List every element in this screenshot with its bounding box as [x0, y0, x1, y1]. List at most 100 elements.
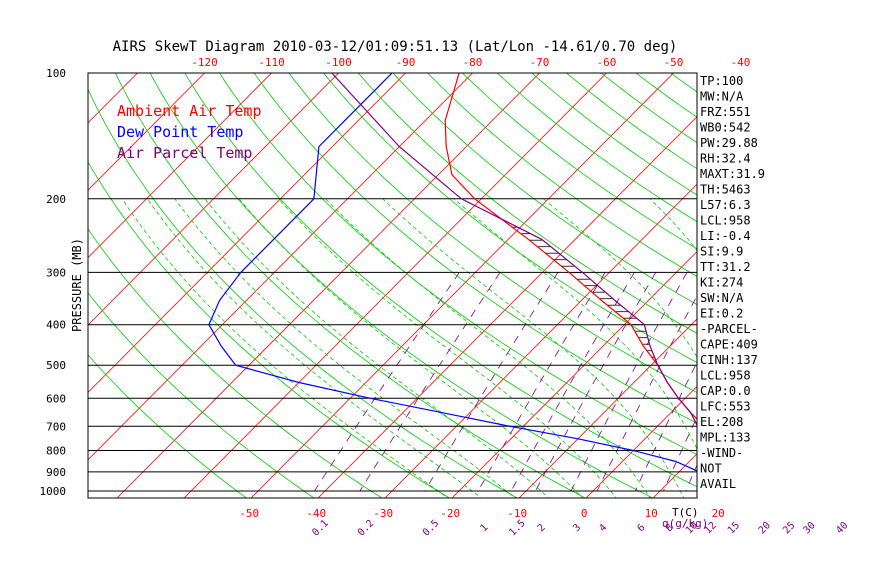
moist-adiabat-line	[838, 199, 852, 500]
top-temp-tick-label: -100	[325, 56, 352, 69]
index-line: CAPE:409	[700, 338, 758, 352]
isotherm-line	[0, 54, 290, 500]
index-line: TH:5463	[700, 183, 751, 197]
isotherm-line	[182, 54, 625, 500]
index-line: L57:6.3	[700, 198, 751, 212]
index-line: LCL:958	[700, 369, 751, 383]
y-axis-label: PRESSURE (MB)	[70, 238, 84, 332]
legend-entry: Ambient Air Temp	[117, 102, 262, 120]
bottom-temp-tick-label: -20	[440, 507, 460, 520]
index-line: FRZ:551	[700, 105, 751, 119]
pressure-tick-label: 700	[46, 420, 66, 433]
index-line: LFC:553	[700, 400, 751, 414]
bottom-temp-tick-label: -50	[239, 507, 259, 520]
index-line: RH:32.4	[700, 152, 751, 166]
isotherm-line	[383, 54, 826, 500]
index-line: MAXT:31.9	[700, 167, 765, 181]
legend-entry: Air Parcel Temp	[117, 144, 252, 162]
pressure-tick-label: 400	[46, 319, 66, 332]
mixing-ratio-tick-label: 3	[571, 522, 583, 534]
dry-adiabat-line	[645, 54, 870, 500]
parcel-temp-line	[332, 73, 747, 491]
top-temp-tick-label: -70	[530, 56, 550, 69]
dry-adiabat-line	[443, 54, 870, 500]
pressure-tick-label: 900	[46, 466, 66, 479]
index-line: -PARCEL-	[700, 322, 758, 336]
pressure-tick-label: 800	[46, 445, 66, 458]
moist-adiabat-line	[326, 199, 652, 500]
top-temp-tick-label: -90	[396, 56, 416, 69]
index-line: TP:100	[700, 74, 743, 88]
index-line: NOT	[700, 462, 722, 476]
moist-adiabat-line	[279, 199, 618, 500]
moist-adiabat-line	[755, 199, 819, 500]
pressure-tick-label: 200	[46, 193, 66, 206]
index-line: CAP:0.0	[700, 384, 751, 398]
chart-title: AIRS SkewT Diagram 2010-03-12/01:09:51.1…	[113, 39, 678, 55]
isotherm-line	[48, 54, 491, 500]
mixing-ratio-line	[803, 272, 870, 491]
isotherm-line	[0, 54, 23, 500]
mixing-ratio-unit: q(g/kg)	[662, 517, 708, 530]
bottom-temp-tick-label: -10	[507, 507, 527, 520]
index-line: LI:-0.4	[700, 229, 751, 243]
mixing-ratio-line	[836, 272, 870, 491]
dry-adiabat-line	[241, 54, 860, 500]
mixing-ratio-tick-label: 1	[478, 522, 490, 534]
index-line: PW:29.88	[700, 136, 758, 150]
dry-adiabat-line	[814, 54, 870, 500]
mixing-ratio-line	[360, 272, 500, 491]
mixing-ratio-tick-label: 0.1	[310, 518, 331, 539]
pressure-tick-label: 600	[46, 392, 66, 405]
isotherm-line	[450, 54, 870, 500]
mixing-ratio-tick-label: 4	[597, 522, 609, 534]
dry-adiabat-line	[275, 54, 870, 500]
mixing-ratio-line	[783, 272, 870, 491]
index-line: LCL:958	[700, 214, 751, 228]
mixing-ratio-line	[536, 272, 656, 491]
mixing-ratio-tick-label: 15	[726, 520, 742, 536]
index-line: -WIND-	[700, 446, 743, 460]
dry-adiabat-line	[342, 54, 870, 500]
dry-adiabat-line	[140, 54, 656, 500]
pressure-tick-label: 300	[46, 266, 66, 279]
index-line: MPL:133	[700, 431, 751, 445]
isotherm-line	[115, 54, 558, 500]
mixing-ratio-line	[478, 272, 605, 491]
top-temp-tick-label: -110	[258, 56, 285, 69]
isotherm-line	[517, 54, 870, 500]
dry-adiabat-line	[73, 54, 521, 500]
bottom-temp-tick-label: 0	[581, 507, 588, 520]
top-temp-tick-label: -40	[731, 56, 751, 69]
dry-adiabat-line	[848, 54, 870, 500]
dry-adiabat-line	[0, 54, 249, 500]
bottom-temp-tick-label: 20	[712, 507, 725, 520]
index-line: CINH:137	[700, 353, 758, 367]
dry-adiabat-line	[39, 54, 452, 500]
mixing-ratio-tick-label: 2	[536, 522, 548, 534]
mixing-ratio-tick-label: 30	[801, 520, 817, 536]
mixing-ratio-tick-label: 0.5	[421, 518, 442, 539]
index-line: EI:0.2	[700, 307, 743, 321]
moist-adiabat-line	[454, 199, 718, 500]
mixing-ratio-tick-label: 0.2	[356, 518, 377, 539]
index-line: AVAIL	[700, 477, 736, 491]
index-line: TT:31.2	[700, 260, 751, 274]
index-line: SW:N/A	[700, 291, 744, 305]
isotherm-line	[852, 54, 870, 500]
mixing-ratio-tick-label: 25	[781, 520, 797, 536]
legend: Ambient Air Temp Dew Point Temp Air Parcel…	[117, 102, 262, 162]
mixing-ratio-line	[571, 272, 687, 491]
dry-adiabat-line	[780, 54, 870, 500]
index-line: MW:N/A	[700, 90, 744, 104]
isotherm-line	[785, 54, 870, 500]
dry-adiabat-line	[746, 54, 870, 500]
pressure-tick-label: 500	[46, 359, 66, 372]
bottom-temp-tick-label: -30	[373, 507, 393, 520]
index-line: WB0:542	[700, 121, 751, 135]
legend-entry: Dew Point Temp	[117, 123, 243, 141]
isotherm-line	[0, 54, 224, 500]
dry-adiabat-line	[511, 54, 870, 500]
